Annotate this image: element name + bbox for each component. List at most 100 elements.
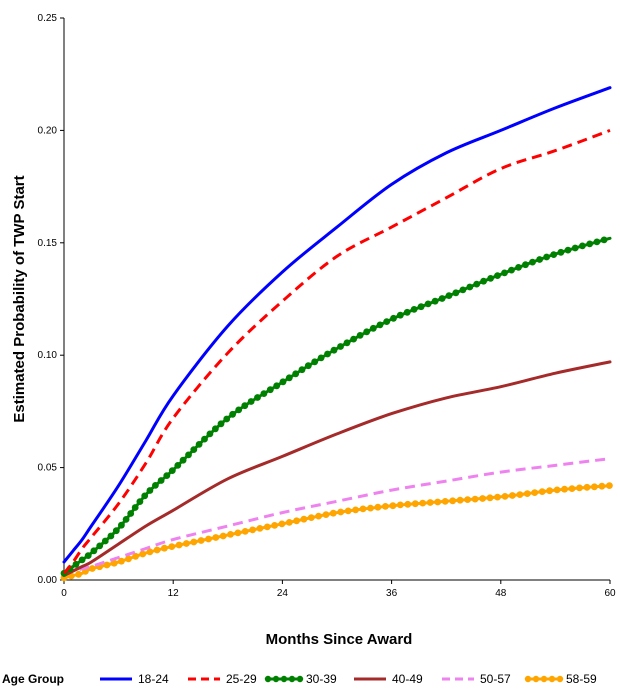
legend: Age Group 18-24 25-29 30-39 40-49 50-57 58-59 (2, 672, 597, 686)
series-point-30-39 (494, 272, 501, 279)
series-point-30-39 (356, 332, 364, 339)
legend-item-18-24: 18-24 (100, 672, 169, 686)
series-point-58-59 (479, 495, 486, 502)
series-point-30-39 (424, 300, 432, 308)
series-point-30-39 (586, 240, 594, 248)
series-point-58-59 (523, 490, 531, 497)
series-point-58-59 (411, 500, 419, 508)
legend-item-25-29: 25-29 (188, 672, 257, 686)
series-point-30-39 (72, 560, 80, 568)
series-point-58-59 (344, 507, 352, 515)
series-point-58-59 (426, 499, 434, 506)
series-point-58-59 (583, 483, 591, 491)
legend-swatch-dot (524, 675, 532, 683)
series-point-30-39 (304, 362, 312, 370)
series-point-58-59 (219, 532, 227, 540)
series-point-30-39 (593, 238, 601, 246)
tick-labels: 0.00 0.05 0.10 0.15 0.20 0.25 0 12 24 36 48 60 (38, 13, 616, 599)
series-point-30-39 (410, 306, 418, 313)
series-point-30-39 (78, 556, 86, 564)
series-point-30-39 (122, 516, 130, 523)
series-point-58-59 (404, 500, 412, 508)
series-point-58-59 (501, 493, 509, 500)
series-point-30-39 (564, 246, 572, 254)
series-point-58-59 (441, 498, 449, 505)
series-18-24 (62, 86, 612, 564)
series-point-30-39 (571, 244, 579, 252)
series-point-58-59 (205, 535, 212, 543)
series-point-30-39 (515, 264, 522, 271)
y-tick-label: 0.10 (38, 350, 58, 361)
series-point-30-39 (185, 451, 192, 459)
series-point-58-59 (300, 515, 308, 523)
series-point-58-59 (241, 528, 249, 535)
series-point-30-39 (403, 308, 411, 316)
series-point-58-59 (516, 491, 524, 498)
series-point-58-59 (263, 523, 271, 531)
series-point-58-59 (464, 496, 471, 503)
series-lines (60, 86, 613, 582)
series-point-30-39 (350, 335, 357, 343)
legend-swatch-dot (556, 675, 564, 683)
series-point-58-59 (212, 534, 220, 541)
series-point-58-59 (293, 517, 300, 525)
series-point-30-39 (146, 487, 154, 494)
series-point-58-59 (271, 522, 278, 529)
y-tick-label: 0.00 (38, 575, 58, 586)
series-point-30-39 (241, 402, 249, 410)
series-point-58-59 (568, 485, 576, 492)
x-tick-label: 48 (495, 588, 507, 599)
y-axis-title: Estimated Probability of TWP Start (11, 175, 28, 422)
series-point-30-39 (107, 532, 115, 540)
legend-swatch-dot (532, 675, 540, 683)
series-point-30-39 (90, 547, 98, 555)
series-line-58-59 (62, 484, 612, 580)
legend-swatch-dot (288, 675, 296, 683)
series-30-39 (60, 236, 612, 577)
series-point-30-39 (118, 521, 125, 529)
series-point-30-39 (168, 467, 176, 474)
series-point-58-59 (546, 487, 553, 495)
series-point-30-39 (201, 435, 208, 443)
series-point-30-39 (273, 382, 281, 390)
series-point-58-59 (374, 503, 382, 511)
series-point-30-39 (459, 286, 467, 294)
x-tick-label: 60 (604, 588, 616, 599)
series-point-30-39 (390, 314, 397, 322)
series-point-58-59 (591, 483, 598, 491)
legend-swatch-dot (540, 675, 548, 683)
series-point-58-59 (606, 482, 613, 489)
series-point-30-39 (337, 343, 344, 350)
series-point-30-39 (579, 242, 586, 250)
series-point-58-59 (419, 499, 427, 507)
series-point-58-59 (337, 508, 345, 516)
series-point-30-39 (600, 236, 608, 244)
series-point-58-59 (285, 519, 293, 526)
series-point-30-39 (266, 386, 274, 394)
legend-label: 18-24 (138, 672, 169, 686)
series-point-30-39 (417, 303, 425, 311)
legend-item-30-39: 30-39 (264, 672, 337, 686)
series-point-58-59 (110, 559, 118, 567)
series-point-30-39 (317, 354, 325, 362)
series-point-58-59 (88, 565, 96, 572)
series-point-30-39 (247, 398, 255, 405)
series-point-30-39 (84, 552, 92, 559)
series-line-18-24 (62, 86, 612, 564)
legend-swatch-dot (264, 675, 272, 683)
series-point-30-39 (311, 358, 319, 366)
x-tick-label: 12 (168, 588, 180, 599)
series-point-30-39 (112, 527, 120, 535)
legend-title: Age Group (2, 672, 64, 686)
series-58-59 (60, 482, 613, 582)
series-point-30-39 (508, 266, 515, 274)
y-tick-label: 0.25 (38, 13, 58, 24)
series-point-58-59 (434, 498, 442, 506)
series-point-58-59 (315, 512, 322, 520)
series-point-58-59 (561, 485, 568, 493)
series-point-58-59 (486, 494, 494, 502)
series-point-58-59 (146, 548, 154, 556)
series-point-30-39 (195, 441, 203, 448)
series-point-58-59 (538, 488, 546, 495)
